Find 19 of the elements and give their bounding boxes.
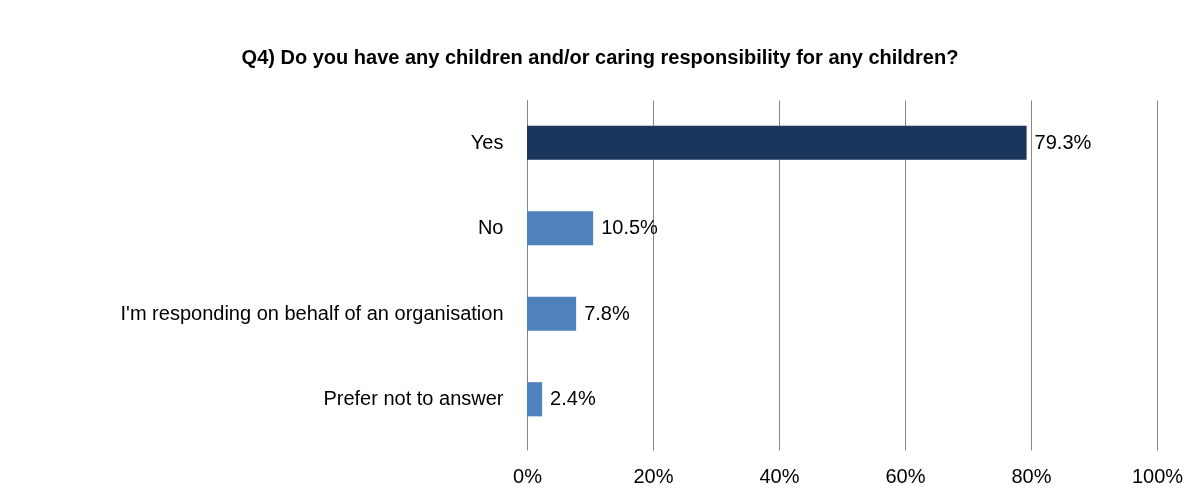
y-tick-label: Prefer not to answer <box>323 387 504 410</box>
x-tick-label: 0% <box>513 464 543 487</box>
data-label: 7.8% <box>584 301 630 324</box>
bar <box>527 382 543 417</box>
y-tick-label: I'm responding on behalf of an organisation <box>120 301 504 324</box>
bar <box>527 211 594 246</box>
data-label: 2.4% <box>550 387 596 410</box>
chart-title: Q4) Do you have any children and/or caring responsibility for any children? <box>241 46 959 68</box>
x-tick-label: 20% <box>633 464 674 487</box>
x-tick-label: 40% <box>759 464 800 487</box>
y-tick-label: Yes <box>470 130 504 153</box>
bar <box>527 296 577 331</box>
x-tick-label: 80% <box>1011 464 1052 487</box>
data-label: 10.5% <box>601 216 659 239</box>
bar <box>527 125 1027 160</box>
y-tick-label: No <box>477 216 504 239</box>
data-label: 79.3% <box>1034 130 1092 153</box>
x-tick-label: 60% <box>885 464 926 487</box>
x-tick-label: 100% <box>1131 464 1184 487</box>
